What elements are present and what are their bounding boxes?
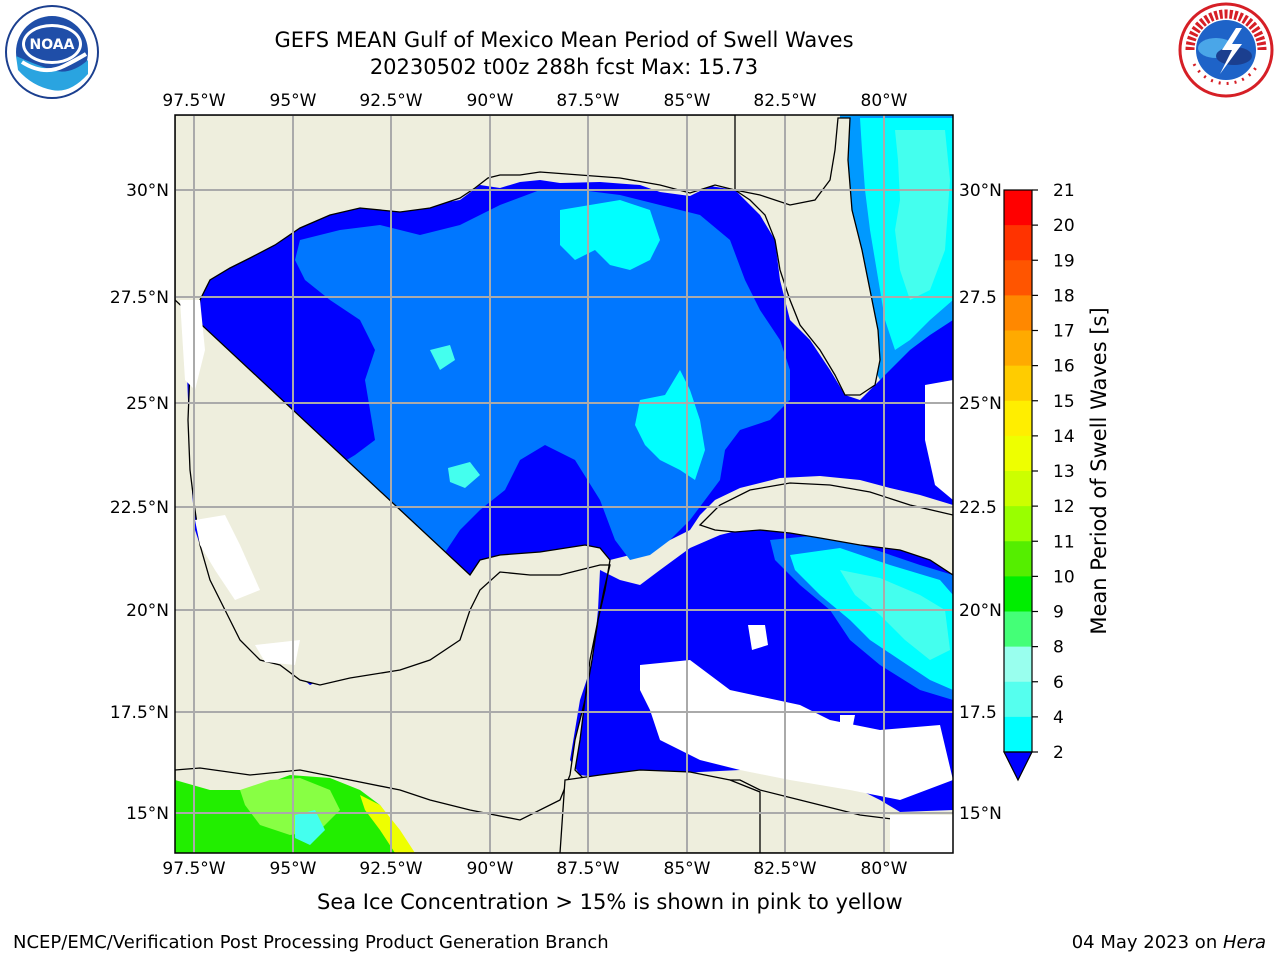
lat-label: 20°N (959, 601, 1002, 621)
lon-label: 92.5°W (359, 859, 422, 879)
lon-label: 87.5°W (556, 859, 619, 879)
lat-label: 22.5°N (110, 498, 169, 518)
colorbar-tick-labels: 21 20 19 18 17 16 15 14 13 12 11 10 9 8 6 4 2 (1032, 181, 1075, 763)
colorbar-under-arrow (1003, 751, 1033, 782)
lon-label: 97.5°W (162, 91, 225, 111)
colorbar-tick-label: 12 (1053, 497, 1075, 517)
colorbar-tick-label: 10 (1053, 567, 1075, 587)
lat-label: 27.5°N (110, 288, 169, 308)
footer-date-text: 04 May 2023 on (1071, 932, 1223, 953)
lat-label: 20°N (126, 601, 169, 621)
lon-label: 82.5°W (753, 91, 816, 111)
colorbar-tick-label: 16 (1053, 357, 1075, 377)
lat-label: 30°N (959, 181, 1002, 201)
colorbar-tick-label: 17 (1053, 322, 1075, 342)
lon-label: 92.5°W (359, 91, 422, 111)
lat-label: 25°N (126, 394, 169, 414)
caribbean-light-band (840, 570, 950, 660)
lat-label: 30°N (126, 181, 169, 201)
gulf-cyan-center (448, 462, 480, 488)
colorbar-tick-label: 6 (1053, 673, 1064, 693)
colorbar-segment (1004, 190, 1032, 226)
graticule (175, 115, 953, 853)
lat-label: 15°N (959, 804, 1002, 824)
colorbar-segment (1004, 260, 1032, 296)
pacific-yellow-edge (360, 795, 415, 853)
colorbar-segment (1004, 541, 1032, 577)
colorbar-segment (1004, 435, 1032, 472)
lat-label: 17.5 (959, 703, 997, 723)
colorbar-segment (1004, 576, 1032, 612)
pacific-cyan-spot (295, 810, 325, 845)
colorbar-segment (1004, 506, 1032, 542)
gulf-cyan-north (560, 200, 660, 270)
colorbar-segment (1004, 716, 1032, 753)
colorbar-segment (1004, 400, 1032, 437)
yucatan-peninsula (175, 115, 953, 853)
lat-labels-left: 30°N 27.5°N 25°N 22.5°N 20°N 17.5°N 15°N (110, 181, 169, 824)
colorbar: 21 20 19 18 17 16 15 14 13 12 11 10 9 8 6 4 2 Mean Perio… (1003, 181, 1111, 782)
colorbar-tick-label: 15 (1053, 392, 1075, 412)
colorbar-tick-label: 9 (1053, 603, 1064, 623)
colorbar-tick-label: 13 (1053, 462, 1075, 482)
lat-label: 27.5 (959, 288, 997, 308)
noaa-logo-text: NOAA (30, 37, 75, 53)
no-data-patches (180, 300, 953, 853)
caribbean-cyan-band (790, 548, 953, 690)
gulf-cyan-west (430, 345, 455, 370)
colorbar-tick-label: 11 (1053, 532, 1075, 552)
map-title: GEFS MEAN Gulf of Mexico Mean Period of … (274, 28, 854, 52)
colorbar-tick-label: 18 (1053, 286, 1075, 306)
footer-credit: NCEP/EMC/Verification Post Processing Pr… (13, 932, 609, 953)
colorbar-tick-label: 8 (1053, 638, 1064, 658)
lon-label: 85°W (664, 859, 711, 879)
lon-labels-bottom: 97.5°W 95°W 92.5°W 90°W 87.5°W 85°W 82.5… (162, 859, 907, 879)
atlantic-light-region (895, 130, 950, 300)
colorbar-label: Mean Period of Swell Waves [s] (1087, 307, 1111, 634)
sea-ice-note: Sea Ice Concentration > 15% is shown in … (317, 890, 903, 914)
florida-peninsula (734, 117, 881, 396)
colorbar-segment (1004, 611, 1032, 648)
colorbar-segment (1004, 295, 1032, 331)
colorbar-tick-label: 20 (1053, 216, 1075, 236)
lon-label: 90°W (467, 859, 514, 879)
colorbar-segment (1004, 225, 1032, 261)
lon-label: 87.5°W (556, 91, 619, 111)
lon-label: 95°W (270, 91, 317, 111)
lon-label: 80°W (861, 859, 908, 879)
colorbar-tick-label: 2 (1053, 743, 1064, 763)
central-america-coast (559, 769, 761, 853)
colorbar-segment (1004, 681, 1032, 718)
lon-label: 90°W (467, 91, 514, 111)
colorbar-tick-label: 19 (1053, 251, 1075, 271)
lat-label: 17.5°N (110, 703, 169, 723)
lat-label: 25°N (959, 394, 1002, 414)
colorbar-segments (1004, 190, 1032, 753)
lat-labels-right: 30°N 27.5 25°N 22.5 20°N 17.5 15°N (959, 181, 1002, 824)
lon-label: 85°W (664, 91, 711, 111)
footer-date: 04 May 2023 on Hera (1072, 932, 1266, 953)
lon-label: 97.5°W (162, 859, 225, 879)
lat-label: 15°N (126, 804, 169, 824)
colorbar-segment (1004, 365, 1032, 402)
colorbar-segment (1004, 471, 1032, 507)
lon-label: 80°W (861, 91, 908, 111)
colorbar-segment (1004, 330, 1032, 367)
lat-label: 22.5 (959, 498, 997, 518)
lon-label: 95°W (270, 859, 317, 879)
footer-host: Hera (1222, 932, 1266, 953)
map-subtitle: 20230502 t00z 288h fcst Max: 15.73 (369, 55, 759, 79)
colorbar-tick-label: 4 (1053, 708, 1064, 728)
map-frame (174, 114, 954, 854)
lon-label: 82.5°W (753, 859, 816, 879)
noaa-logo: NOAA (5, 5, 99, 99)
lon-labels-top: 97.5°W 95°W 92.5°W 90°W 87.5°W 85°W 82.5… (162, 91, 907, 111)
nws-logo (1178, 2, 1274, 98)
map-canvas (175, 115, 953, 853)
colorbar-tick-label: 14 (1053, 427, 1075, 447)
colorbar-tick-label: 21 (1053, 181, 1075, 201)
colorbar-segment (1004, 646, 1032, 683)
